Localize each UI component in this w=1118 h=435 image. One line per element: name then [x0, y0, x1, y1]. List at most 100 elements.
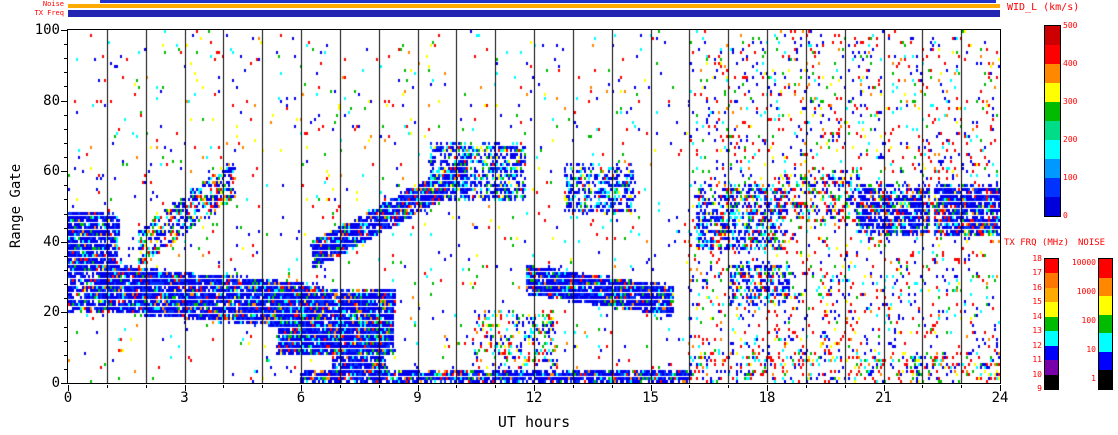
wid-colorbar-title: WID_L (km/s) [1007, 2, 1080, 13]
x-major-tick [651, 385, 652, 391]
colorbar-segment [1045, 140, 1060, 159]
colorbar-tick-label: 10000 [1071, 258, 1096, 267]
y-major-tick [61, 312, 67, 313]
colorbar-tick-label: 18 [1032, 254, 1042, 263]
y-minor-tick [64, 270, 67, 271]
colorbar-tick-label: 400 [1063, 59, 1078, 68]
y-minor-tick [64, 143, 67, 144]
x-minor-tick [689, 385, 690, 388]
x-major-tick [418, 385, 419, 391]
colorbar-tick-label: 12 [1032, 340, 1042, 350]
colorbar-segment [1045, 331, 1058, 346]
y-minor-tick [64, 369, 67, 370]
y-minor-tick [64, 58, 67, 59]
colorbar-tick-label: 10 [1032, 369, 1042, 379]
y-minor-tick [64, 355, 67, 356]
y-minor-tick [64, 86, 67, 87]
colorbar-tick-label: 0 [1063, 211, 1068, 220]
x-tick-label: 12 [525, 390, 543, 406]
colorbar-tick-label: 11 [1032, 355, 1042, 365]
colorbar-segment [1099, 370, 1112, 389]
colorbar-segment [1045, 159, 1060, 178]
x-major-tick [185, 385, 186, 391]
x-axis-title: UT hours [497, 413, 571, 431]
colorbar-tick-label: 1 [1091, 374, 1096, 383]
txfreq-strip [68, 10, 1000, 17]
colorbar-segment [1045, 83, 1060, 102]
y-minor-tick [64, 157, 67, 158]
y-major-tick [61, 171, 67, 172]
y-major-tick [61, 242, 67, 243]
colorbar-segment [1099, 333, 1112, 352]
colorbar-tick-label: 200 [1063, 135, 1078, 144]
x-tick-label: 0 [63, 390, 73, 406]
colorbar-segment [1099, 259, 1112, 278]
colorbar-tick-label: 100 [1081, 316, 1096, 325]
x-minor-tick [573, 385, 574, 388]
x-minor-tick [456, 385, 457, 388]
y-minor-tick [64, 256, 67, 257]
colorbar-segment [1045, 273, 1058, 288]
y-minor-tick [64, 129, 67, 130]
y-tick-label: 0 [51, 375, 60, 391]
x-minor-tick [379, 385, 380, 388]
y-minor-tick [64, 185, 67, 186]
wid-colorbar [1044, 25, 1061, 217]
colorbar-segment [1045, 302, 1058, 317]
x-minor-tick [223, 385, 224, 388]
x-minor-tick [922, 385, 923, 388]
colorbar-segment [1045, 345, 1058, 361]
txfreq-strip-label: TX Freq [34, 9, 64, 17]
y-minor-tick [64, 327, 67, 328]
y-tick-label: 20 [43, 304, 60, 321]
colorbar-segment [1045, 121, 1060, 140]
colorbar-segment [1099, 277, 1112, 297]
y-minor-tick [64, 228, 67, 229]
colorbar-tick-label: 15 [1032, 297, 1042, 307]
y-minor-tick [64, 115, 67, 116]
y-minor-tick [64, 298, 67, 299]
colorbar-segment [1099, 296, 1112, 315]
x-minor-tick [845, 385, 846, 388]
colorbar-segment [1045, 64, 1060, 83]
x-minor-tick [146, 385, 147, 388]
txfrq-colorbar [1044, 258, 1059, 390]
colorbar-tick-label: 9 [1037, 384, 1042, 393]
x-minor-tick [340, 385, 341, 388]
noise-strip [68, 4, 1000, 8]
x-minor-tick [806, 385, 807, 388]
y-minor-tick [64, 284, 67, 285]
x-minor-tick [961, 385, 962, 388]
y-tick-label: 60 [43, 163, 60, 180]
noise-strip-label: Noise [42, 0, 64, 8]
colorbar-tick-label: 14 [1032, 311, 1042, 321]
colorbar-tick-label: 16 [1032, 282, 1042, 292]
colorbar-segment [1045, 374, 1058, 389]
y-tick-label: 40 [43, 233, 60, 250]
x-major-tick [68, 385, 69, 391]
x-major-tick [1000, 385, 1001, 391]
colorbar-segment [1099, 351, 1112, 371]
colorbar-tick-label: 100 [1063, 173, 1078, 182]
x-tick-label: 21 [875, 390, 892, 406]
noise-colorbar-title: NOISE [1078, 238, 1106, 248]
x-major-tick [534, 385, 535, 391]
colorbar-segment [1045, 26, 1060, 45]
x-tick-label: 6 [296, 390, 306, 406]
colorbar-tick-label: 10 [1086, 345, 1096, 354]
x-minor-tick [612, 385, 613, 388]
x-major-tick [767, 385, 768, 391]
x-minor-tick [262, 385, 263, 388]
noise-variation-line [100, 0, 996, 3]
y-major-tick [61, 383, 67, 384]
x-tick-label: 24 [991, 390, 1009, 406]
y-minor-tick [64, 199, 67, 200]
y-tick-label: 100 [34, 22, 60, 38]
y-minor-tick [64, 214, 67, 215]
colorbar-segment [1045, 178, 1060, 197]
x-major-tick [884, 385, 885, 391]
y-minor-tick [64, 44, 67, 45]
colorbar-segment [1045, 102, 1060, 121]
x-tick-label: 18 [758, 390, 776, 406]
